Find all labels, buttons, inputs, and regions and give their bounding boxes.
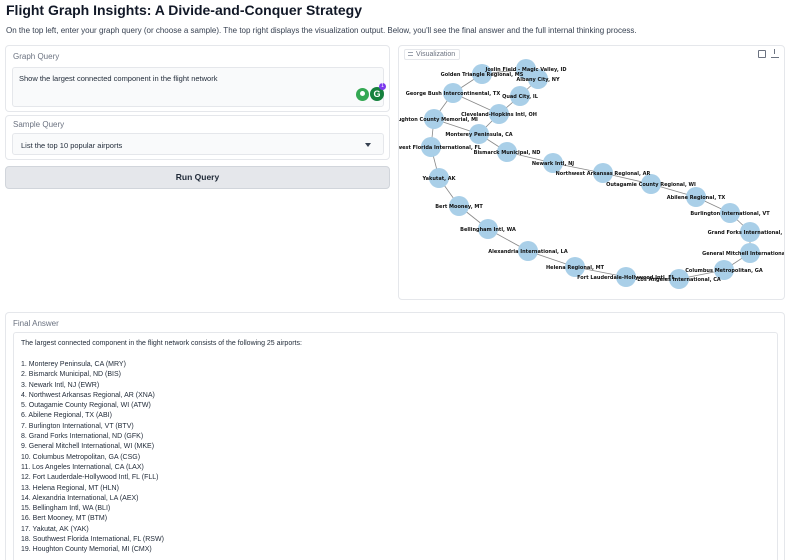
sample-query-panel: Sample Query List the top 10 popular air… [5,115,390,160]
answer-list-item: 4. Northwest Arkansas Regional, AR (XNA) [21,391,155,399]
answer-list-item: 18. Southwest Florida International, FL … [21,536,164,544]
answer-list-item: 1. Monterey Peninsula, CA (MRY) [21,361,126,368]
download-icon[interactable] [771,49,779,58]
graph-node [424,109,444,129]
graph-node [497,142,517,162]
final-answer-label: Final Answer [13,319,59,328]
graph-node-label: Abilene Regional, TX [667,195,726,201]
visualization-panel: Joslin Field - Magic Valley, ID Golden Tr… [398,45,785,300]
answer-list-item: 13. Helena Regional, MT (HLN) [21,484,119,492]
graph-node-label: Newark Intl, NJ [532,161,574,167]
graph-node [616,267,636,287]
answer-list-item: 7. Burlington International, VT (BTV) [21,422,134,430]
graph-node-label: Houghton County Memorial, MI [399,117,478,123]
final-answer-panel: Final Answer The largest connected compo… [5,312,785,560]
graph-node-label: Yakutat, AK [422,176,457,182]
visualization-label: Visualization [404,49,461,60]
graph-node-label: Bismarck Municipal, ND [474,150,541,156]
graph-node-label: Joslin Field - Magic Valley, ID [484,67,566,73]
graph-node [669,269,689,289]
graph-node [518,241,538,261]
graph-node [443,83,463,103]
graph-node [740,222,760,242]
image-icon [408,52,413,57]
graph-node-label: Cleveland-Hopkins Intl, OH [461,112,537,118]
page-subtitle: On the top left, enter your graph query … [6,26,637,35]
graph-node [641,174,661,194]
answer-list-item: 5. Outagamie County Regional, WI (ATW) [21,402,151,410]
graph-node [686,187,706,207]
graph-query-label: Graph Query [13,52,60,61]
sample-query-selected: List the top 10 popular airports [21,141,123,150]
answer-list-item: 10. Columbus Metropolitan, GA (CSG) [21,453,141,461]
final-answer-intro: The largest connected component in the f… [21,340,302,347]
graph-node-label: Outagamie County Regional, WI [606,182,696,188]
graph-node [714,260,734,280]
graph-node-label: Bert Mooney, MT [435,204,483,210]
graph-node [740,243,760,263]
answer-list-item: 17. Yakutat, AK (YAK) [21,525,89,533]
answer-list-item: 6. Abilene Regional, TX (ABI) [21,412,112,420]
run-query-button[interactable]: Run Query [5,166,390,189]
graph-node-label: Fort Lauderdale-Hollywood Intl, FL [577,275,676,281]
graph-node-label: Grand Forks International, ND [708,230,785,236]
grammarly-icon[interactable]: G [370,87,384,101]
graph-node-label: Helena Regional, MT [546,265,605,271]
graph-node [510,86,530,106]
answer-list-item: 19. Houghton County Memorial, MI (CMX) [21,546,152,554]
graph-node [421,137,441,157]
graph-node-label: Albany City, NY [516,77,560,83]
graph-node-label: Northwest Arkansas Regional, AR [556,171,651,177]
final-answer-content: The largest connected component in the f… [13,332,778,560]
answer-list-item: 16. Bert Mooney, MT (BTM) [21,515,108,523]
graph-node-label: Southwest Florida International, FL [399,145,482,151]
answer-list-item: 3. Newark Intl, NJ (EWR) [21,381,100,389]
graph-node-label: Quad City, IL [502,94,539,100]
chevron-down-icon [365,143,371,147]
page-title: Flight Graph Insights: A Divide-and-Conq… [6,2,362,18]
graph-node [449,196,469,216]
graph-node [565,257,585,277]
graph-node [489,104,509,124]
answer-list-item: 15. Bellingham Intl, WA (BLI) [21,505,111,513]
graph-node-label: George Bush Intercontinental, TX [406,91,501,97]
graph-query-input[interactable]: Show the largest connected component in … [12,67,386,107]
grammarly-badge: 1 [379,83,386,90]
answer-list-item: 11. Los Angeles International, CA (LAX) [21,463,144,471]
graph-node-label: Columbus Metropolitan, GA [685,268,763,274]
graph-node-label: Golden Triangle Regional, MS [441,72,524,78]
graph-node [543,153,563,173]
graph-node-label: Monterey Peninsula, CA [445,132,512,138]
sample-query-dropdown[interactable]: List the top 10 popular airports [12,133,384,155]
answer-list-item: 14. Alexandria International, LA (AEX) [21,494,139,502]
answer-list-item: 12. Fort Lauderdale-Hollywood Intl, FL (… [21,474,159,482]
graph-node [429,168,449,188]
graph-node [478,219,498,239]
answer-list-item: 9. General Mitchell International, WI (M… [21,443,155,451]
graph-node [720,203,740,223]
graph-node [472,64,492,84]
graph-node-label: Los Angeles International, CA [637,277,721,283]
graph-node-label: Bellingham Intl, WA [460,227,516,233]
answer-list-item: 2. Bismarck Municipal, ND (BIS) [21,371,121,379]
answer-list-item: 8. Grand Forks International, ND (GFK) [21,433,144,441]
visualization-label-text: Visualization [416,51,456,58]
sample-query-label: Sample Query [13,120,65,129]
voice-input-icon[interactable] [356,88,369,101]
graph-node-label: Alexandria International, LA [488,249,568,255]
fullscreen-icon[interactable] [758,50,766,58]
graph-node [593,163,613,183]
graph-node-label: Burlington International, VT [690,211,770,217]
graph-node-label: General Mitchell International, WI [702,251,785,257]
graph-node [469,124,489,144]
graph-query-text: Show the largest connected component in … [19,74,218,83]
graph-node [528,69,548,89]
final-answer-list: 1. Monterey Peninsula, CA (MRY) 2. Bismar… [21,360,164,556]
graph-query-panel: Graph Query Show the largest connected c… [5,45,390,112]
